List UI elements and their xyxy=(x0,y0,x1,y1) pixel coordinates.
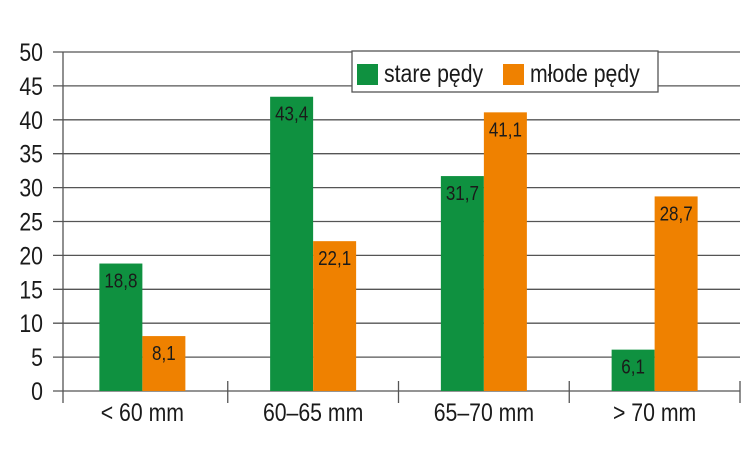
bar xyxy=(99,263,143,391)
data-label: 22,1 xyxy=(318,247,351,270)
y-tick-label: 30 xyxy=(19,174,43,202)
y-tick-label: 0 xyxy=(31,377,43,405)
legend: stare pędy młode pędy xyxy=(351,50,659,93)
bar xyxy=(142,336,186,391)
data-label: 43,4 xyxy=(275,102,308,125)
y-tick-label: 15 xyxy=(19,276,43,304)
x-tick-label: < 60 mm xyxy=(101,398,184,426)
bar xyxy=(611,349,655,391)
y-tick-label: 35 xyxy=(19,140,43,168)
bar xyxy=(440,176,484,391)
data-label: 28,7 xyxy=(660,202,693,225)
bar xyxy=(270,96,314,392)
bar xyxy=(483,112,527,391)
y-tick-label: 45 xyxy=(19,72,43,100)
bar xyxy=(313,241,357,391)
y-tick-label: 40 xyxy=(19,106,43,134)
x-tick-label: 60–65 mm xyxy=(263,398,363,426)
x-tick-label: > 70 mm xyxy=(613,398,696,426)
data-label: 41,1 xyxy=(489,118,522,141)
legend-swatch xyxy=(503,64,524,85)
data-label: 6,1 xyxy=(621,355,645,378)
legend-swatch xyxy=(357,64,378,85)
axes: 0 5 10 15 20 25 30 35 40 45 50 < 60 mm 60–65 mm 65–70… xyxy=(19,38,741,426)
bar xyxy=(654,196,698,391)
data-label: 31,7 xyxy=(446,182,479,205)
data-label: 8,1 xyxy=(152,342,176,365)
data-label: 18,8 xyxy=(104,269,137,292)
legend-label: młode pędy xyxy=(530,59,640,87)
y-tick-label: 10 xyxy=(19,310,43,338)
bars: 18,8 8,1 43,4 22,1 31,7 41,1 6,1 28,7 xyxy=(99,96,698,392)
y-tick-label: 20 xyxy=(19,242,43,270)
x-tick-label: 65–70 mm xyxy=(434,398,534,426)
y-tick-label: 25 xyxy=(19,208,43,236)
legend-label: stare pędy xyxy=(384,59,484,87)
y-tick-label: 50 xyxy=(19,38,43,66)
y-tick-label: 5 xyxy=(31,343,43,371)
